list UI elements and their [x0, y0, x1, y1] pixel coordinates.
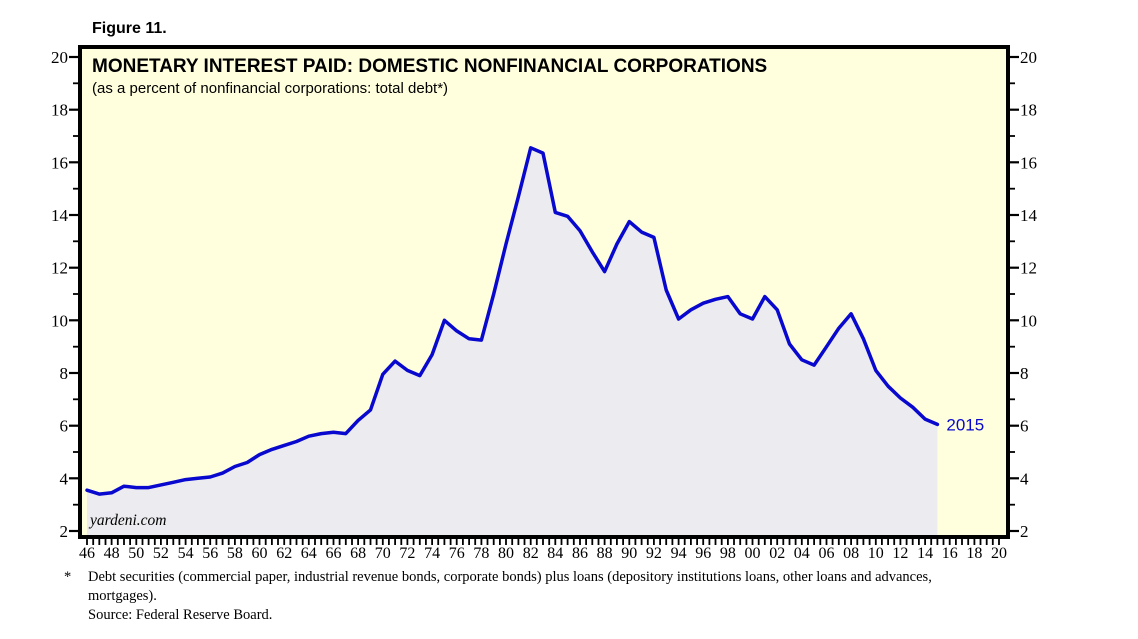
y-tick-label-left: 8 — [60, 364, 69, 383]
y-tick-label-left: 6 — [60, 417, 69, 436]
x-tick-label: 18 — [966, 545, 982, 562]
figure-label: Figure 11. — [92, 20, 167, 37]
x-tick-label: 62 — [276, 545, 292, 562]
x-tick-label: 74 — [424, 545, 440, 562]
y-tick-label-left: 16 — [51, 153, 68, 172]
x-tick-label: 08 — [843, 545, 859, 562]
watermark-yardeni: yardeni.com — [88, 512, 166, 529]
x-tick-label: 60 — [252, 545, 268, 562]
x-tick-label: 16 — [942, 545, 958, 562]
x-tick-label: 54 — [178, 545, 194, 562]
area-fill — [87, 147, 938, 536]
x-tick-label: 92 — [646, 545, 662, 562]
y-tick-label-right: 12 — [1020, 259, 1037, 278]
x-tick-label: 70 — [375, 545, 391, 562]
y-tick-label-left: 14 — [51, 206, 69, 225]
footnote-marker: * — [64, 569, 72, 585]
x-tick-label: 06 — [819, 545, 835, 562]
y-tick-label-right: 18 — [1020, 101, 1037, 120]
y-tick-label-right: 14 — [1020, 206, 1038, 225]
data-line — [85, 146, 940, 496]
x-tick-label: 04 — [794, 545, 810, 562]
x-tick-label: 00 — [745, 545, 761, 562]
y-tick-label-left: 2 — [60, 522, 69, 541]
x-tick-label: 14 — [917, 545, 933, 562]
y-tick-label-left: 10 — [51, 311, 68, 330]
footnote: * Debt securities (commercial paper, ind… — [64, 568, 1114, 625]
x-tick-label: 52 — [153, 545, 169, 562]
y-tick-label-right: 4 — [1020, 469, 1029, 488]
x-axis: 46 48 50 52 54 56 58 60 62 64 66 68 70 72 74 76 78 80 82 84… — [79, 539, 1007, 562]
y-tick-label-left: 20 — [51, 48, 68, 67]
y-tick-label-right: 8 — [1020, 364, 1029, 383]
y-tick-label-right: 20 — [1020, 48, 1037, 67]
x-tick-label: 98 — [720, 545, 736, 562]
x-tick-label: 86 — [572, 545, 588, 562]
x-tick-label: 76 — [449, 545, 465, 562]
x-tick-label: 20 — [991, 545, 1007, 562]
x-tick-label: 96 — [695, 545, 711, 562]
y-tick-label-left: 18 — [51, 101, 68, 120]
last-point-label: 2015 — [946, 415, 984, 434]
x-tick-label: 12 — [892, 545, 908, 562]
chart-subtitle: (as a percent of nonfinancial corporatio… — [92, 80, 448, 97]
footnote-text: Debt securities (commercial paper, indus… — [88, 568, 1114, 625]
y-tick-label-right: 6 — [1020, 417, 1029, 436]
x-tick-label: 46 — [79, 545, 95, 562]
x-tick-label: 58 — [227, 545, 243, 562]
plot-frame — [78, 45, 1010, 539]
x-tick-label: 78 — [473, 545, 489, 562]
x-tick-label: 90 — [621, 545, 637, 562]
x-tick-label: 72 — [399, 545, 415, 562]
y-tick-label-left: 12 — [51, 259, 68, 278]
chart-title: MONETARY INTEREST PAID: DOMESTIC NONFINA… — [92, 56, 767, 77]
x-tick-label: 02 — [769, 545, 785, 562]
x-tick-label: 10 — [868, 545, 884, 562]
x-tick-label: 80 — [498, 545, 514, 562]
x-tick-label: 88 — [597, 545, 613, 562]
y-tick-label-left: 4 — [60, 469, 69, 488]
x-tick-label: 64 — [301, 545, 317, 562]
y-tick-label-right: 2 — [1020, 522, 1029, 541]
x-tick-label: 82 — [523, 545, 539, 562]
y-tick-label-right: 10 — [1020, 311, 1037, 330]
y-axes: 2 2 4 4 6 6 8 8 10 10 12 12 14 14 16 16 18 18 20 20 — [51, 48, 1038, 541]
x-tick-label: 56 — [202, 545, 218, 562]
footnote-line-2: mortgages). — [88, 588, 157, 604]
footnote-line-1: Debt securities (commercial paper, indus… — [88, 569, 932, 585]
x-tick-label: 84 — [547, 545, 563, 562]
x-tick-label: 50 — [128, 545, 144, 562]
footnote-source: Source: Federal Reserve Board. — [88, 607, 273, 623]
plot-layers: 46 48 50 52 54 56 58 60 62 64 66 68 70 72 74 76 78 80 82 84… — [51, 45, 1038, 562]
x-tick-label: 68 — [350, 545, 366, 562]
x-tick-label: 48 — [104, 545, 120, 562]
x-tick-label: 94 — [671, 545, 687, 562]
x-tick-label: 66 — [326, 545, 342, 562]
y-tick-label-right: 16 — [1020, 153, 1037, 172]
